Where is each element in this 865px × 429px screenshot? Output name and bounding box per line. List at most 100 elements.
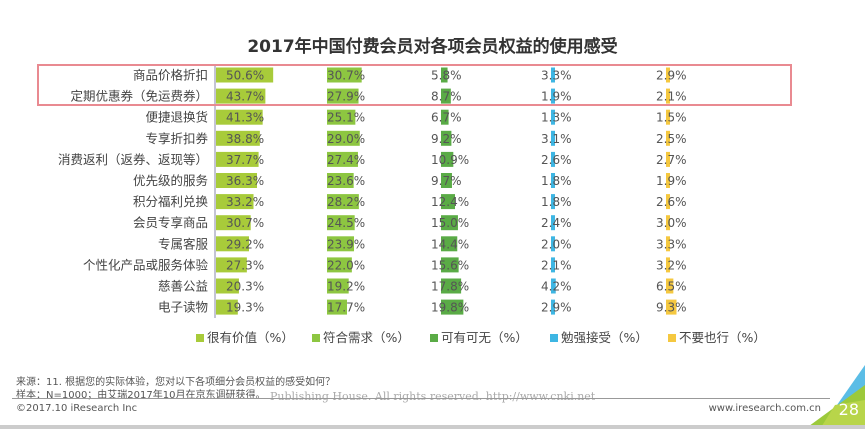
website-link[interactable]: www.iresearch.com.cn: [708, 403, 821, 414]
bar: [666, 299, 677, 315]
footer-divider: [12, 398, 830, 399]
legend-swatch: [430, 334, 438, 342]
data-label: 29.0%: [327, 132, 365, 146]
bar: [216, 67, 274, 83]
data-label: 1.8%: [541, 174, 572, 188]
category-label: 专属客服: [158, 236, 209, 251]
sample-note: 样本：N=1000；由艾瑞2017年10月在京东调研获得。: [16, 390, 266, 401]
chart: 商品价格折扣 50.6% 30.7% 5.8% 3.3% 2.9% 定期优惠券（免运费券） 4…: [58, 64, 766, 345]
data-label: 1.8%: [541, 195, 572, 209]
data-label: 2.7%: [656, 153, 687, 167]
category-label: 个性化产品或服务体验: [83, 257, 209, 272]
bar: [441, 299, 464, 315]
bar: [666, 278, 674, 294]
data-label: 24.5%: [327, 216, 365, 230]
bar: [441, 173, 452, 188]
bar: [551, 236, 555, 252]
category-label: 便捷退换货: [145, 110, 208, 125]
data-label: 19.8%: [431, 301, 469, 315]
data-label: 29.2%: [226, 237, 264, 251]
bar: [666, 215, 670, 231]
bar: [551, 257, 555, 273]
legend-label: 符合需求（%）: [323, 330, 410, 345]
data-label: 14.4%: [431, 237, 469, 251]
data-label: 2.5%: [656, 132, 687, 146]
category-label: 定期优惠券（免运费券）: [70, 89, 208, 104]
data-label: 2.6%: [541, 153, 572, 167]
bar: [327, 173, 354, 188]
bar: [441, 67, 448, 83]
data-label: 30.7%: [327, 69, 365, 83]
data-label: 28.2%: [327, 195, 365, 209]
bar: [216, 173, 258, 188]
page-number: 28: [838, 400, 859, 419]
bar: [666, 130, 670, 146]
data-label: 22.0%: [327, 258, 365, 272]
bar: [441, 109, 449, 125]
bar: [551, 173, 555, 188]
legend-swatch: [550, 334, 558, 342]
bar: [551, 151, 555, 167]
data-label: 4.2%: [541, 280, 572, 294]
data-label: 23.9%: [327, 237, 365, 251]
bar: [666, 109, 670, 125]
bar: [441, 194, 456, 210]
data-label: 27.9%: [327, 90, 365, 104]
data-label: 1.9%: [541, 90, 572, 104]
bar: [551, 88, 555, 104]
data-label: 9.3%: [656, 301, 687, 315]
data-label: 27.4%: [327, 153, 365, 167]
data-label: 43.7%: [226, 90, 264, 104]
data-label: 25.1%: [327, 111, 365, 125]
bar: [551, 215, 555, 231]
data-label: 23.6%: [327, 174, 365, 188]
bar: [216, 257, 247, 273]
bottom-bar: [0, 425, 865, 429]
bar: [327, 151, 358, 167]
bar: [327, 236, 355, 252]
bar: [551, 109, 555, 125]
legend-label: 很有价值（%）: [207, 330, 294, 345]
bar: [441, 215, 458, 231]
data-label: 30.7%: [226, 216, 264, 230]
bar: [551, 130, 555, 146]
category-label: 电子读物: [158, 300, 208, 315]
category-label: 积分福利兑换: [133, 194, 209, 209]
bar: [666, 88, 670, 104]
bar: [441, 151, 454, 167]
bar: [327, 194, 359, 210]
data-label: 3.3%: [656, 237, 687, 251]
data-label: 37.7%: [226, 153, 264, 167]
data-label: 33.2%: [226, 195, 264, 209]
bar: [666, 173, 670, 188]
data-label: 6.7%: [431, 111, 462, 125]
data-label: 2.6%: [656, 195, 687, 209]
data-label: 15.6%: [431, 258, 469, 272]
bar: [327, 278, 349, 294]
data-label: 19.2%: [327, 280, 365, 294]
data-label: 5.8%: [431, 69, 462, 83]
data-label: 1.5%: [656, 111, 687, 125]
bar: [666, 236, 670, 252]
data-label: 10.9%: [431, 153, 469, 167]
data-label: 2.1%: [541, 258, 572, 272]
bar: [216, 236, 249, 252]
bar: [216, 109, 263, 125]
legend-swatch: [196, 334, 204, 342]
bar: [666, 194, 670, 210]
watermark-text: Publishing House. All rights reserved. h…: [270, 390, 596, 403]
bar: [441, 130, 452, 146]
source-note: 来源：11. 根据您的实际体验，您对以下各项细分会员权益的感受如何？ 样本：N=…: [16, 376, 335, 402]
bar: [666, 151, 670, 167]
data-label: 2.9%: [541, 301, 572, 315]
legend-label: 可有可无（%）: [441, 330, 528, 345]
bar: [216, 278, 239, 294]
bar: [216, 151, 259, 167]
data-label: 38.8%: [226, 132, 264, 146]
bar: [327, 257, 352, 273]
data-label: 2.0%: [541, 237, 572, 251]
data-label: 2.1%: [656, 90, 687, 104]
data-label: 8.7%: [431, 90, 462, 104]
data-label: 3.3%: [541, 69, 572, 83]
bar: [327, 130, 360, 146]
